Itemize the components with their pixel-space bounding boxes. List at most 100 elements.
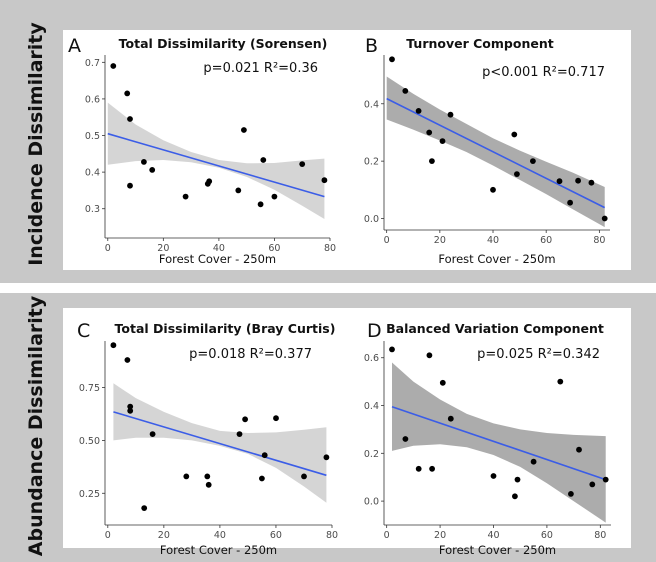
panel-d-x-tick-label: 40 [487,530,499,541]
panel-d-x-tick-label: 60 [541,530,553,541]
panel-c-data-point [110,342,117,349]
panel-b-x-tick-label: 0 [384,235,390,246]
panel-d-stats: p=0.025 R²=0.342 [477,347,600,362]
panel-d-data-point [576,446,582,453]
panel-a-y-tick-label: 0.3 [85,204,100,215]
panel-b-y-tick-label: 0.2 [364,157,379,168]
panel-a-data-point [141,159,147,165]
panel-a-data-point [235,187,242,194]
panel-b-data-point [556,178,563,185]
panel-a-x-label: Forest Cover - 250m [159,252,276,266]
panel-c-x-tick-label: 20 [158,530,170,541]
panel-d-y-tick-label: 0.2 [364,449,379,460]
panel-c-data-point [204,473,211,480]
panel-a-y-tick-label: 0.5 [85,131,100,142]
panel-a-x-tick-label: 80 [324,243,336,254]
panel-d-data-point [530,458,537,465]
panel-a-y-tick-label: 0.4 [85,168,100,179]
panel-a-x-tick-label: 20 [157,243,169,254]
panel-a-data-point [241,127,247,133]
panel-b-data-point [447,111,454,118]
panel-d-y-tick-label: 0.0 [364,497,379,508]
panel-a-data-point [124,90,131,97]
panel-c-data-point [149,431,156,437]
panel-d-data-point [426,352,433,359]
panel-b-x-tick-label: 60 [540,235,552,246]
panel-c-data-point [124,357,131,363]
panel-d-data-point [389,346,395,353]
panel-b-confidence-band [386,76,605,228]
panel-a-x-tick-label: 60 [268,243,280,254]
panel-b-letter: B [365,35,378,57]
panel-d-data-point [514,476,521,483]
panel-a-data-point [299,161,306,168]
panel-a-y-tick-label: 0.7 [85,58,100,69]
panel-c-x-tick-label: 80 [326,530,338,541]
panel-d-data-point [415,465,422,472]
panel-c-data-point [242,416,249,423]
panel-b-x-tick-label: 20 [434,235,446,246]
panel-c-x-tick-label: 0 [105,530,111,541]
panel-a-data-point [321,177,328,184]
panel-a-x-tick-label: 40 [213,243,225,254]
panel-d-data-point [402,436,409,442]
panel-b-stats: p<0.001 R²=0.717 [482,65,605,80]
panel-a-data-point [260,157,267,163]
panel-c-x-tick-label: 40 [214,530,226,541]
panel-a-data-point [110,63,117,69]
panel-c-data-point [273,415,279,422]
panel-c-y-tick-label: 0.25 [79,489,100,500]
panel-b-data-point [575,177,581,184]
panel-c-regression-line [113,411,327,477]
panel-a-x-tick-label: 0 [105,243,111,254]
panel-a-stats: p=0.021 R²=0.36 [203,61,318,76]
panel-d-data-point [447,415,454,422]
panel-d-y-tick-label: 0.4 [364,401,379,412]
panel-b-data-point [389,56,395,63]
panel-a-data-point [271,193,278,200]
panel-c-stats: p=0.018 R²=0.377 [189,347,312,362]
panel-b-title: Turnover Component [406,36,553,51]
panel-b-regression-line [386,97,606,209]
panel-d-regression-line [391,405,606,481]
panel-c-x-label: Forest Cover - 250m [160,543,277,557]
panel-d-y-tick-label: 0.6 [364,353,379,364]
panel-c-data-point [127,403,134,410]
panel-b-x-label: Forest Cover - 250m [438,252,555,266]
panel-b-x-tick-label: 40 [487,235,499,246]
panel-a-data-point [257,201,264,208]
panel-c-data-point [301,473,307,480]
panel-b-data-point [415,108,422,114]
panel-a-data-point [127,182,133,189]
panel-b-y-tick-label: 0.4 [364,99,379,110]
panel-b-data-point [530,158,536,165]
panel-c-y-tick-label: 0.50 [79,436,100,447]
panel-c-data-point [261,452,268,459]
panel-b-data-point [511,131,518,138]
panel-a-data-point [182,193,189,200]
panel-a-title: Total Dissimilarity (Sorensen) [119,36,328,51]
panel-d-title: Balanced Variation Component [386,321,604,336]
panel-d-data-point [490,473,497,479]
panel-d-letter: D [367,320,382,342]
panel-d-data-point [429,465,435,472]
panel-c-x-tick-label: 60 [270,530,282,541]
panel-c-data-point [323,454,330,461]
panel-c-y-tick-label: 0.75 [79,383,100,394]
panel-c-letter: C [77,320,90,342]
panel-c-data-point [205,481,212,488]
panel-d-data-point [568,491,574,497]
panel-a-data-point [127,116,133,122]
panel-d-x-tick-label: 0 [384,530,390,541]
panel-b-data-point [439,138,446,145]
panel-a-regression-line [107,132,325,198]
panel-b-data-point [567,199,573,206]
panel-b-data-point [429,158,435,165]
panel-c-data-point [127,407,134,414]
panel-a-y-tick-label: 0.6 [85,94,100,105]
panel-b-x-tick-label: 80 [593,235,605,246]
panel-a-data-point [206,178,213,185]
panel-c-data-point [259,475,265,482]
panel-d-data-point [512,493,518,500]
panel-b-data-point [588,179,595,186]
